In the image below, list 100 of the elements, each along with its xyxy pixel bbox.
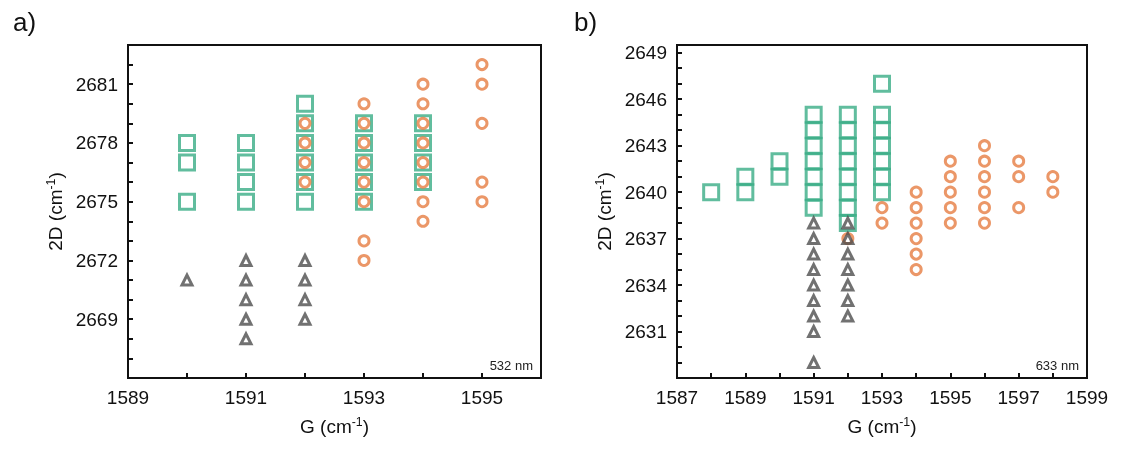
point: [841, 294, 855, 308]
y-tick-label: 2678: [75, 132, 118, 154]
point: [807, 356, 821, 370]
point: [357, 253, 371, 267]
x-tick-label: 1593: [342, 387, 386, 408]
point: [873, 183, 891, 202]
y-tick-label: 2672: [75, 249, 118, 271]
point: [875, 216, 889, 230]
point: [943, 185, 957, 199]
point: [807, 309, 821, 323]
point: [841, 263, 855, 277]
point: [1012, 201, 1026, 215]
chart-title: b): [574, 7, 598, 37]
y-tick-label: 2646: [624, 88, 667, 110]
point: [178, 153, 196, 172]
point: [807, 278, 821, 292]
point: [736, 183, 755, 202]
y-axis-title: 2D (cm-1): [592, 172, 615, 251]
point: [237, 173, 255, 192]
point: [978, 216, 991, 230]
point: [838, 105, 857, 124]
point: [909, 263, 923, 277]
point: [838, 152, 857, 171]
point: [1046, 185, 1060, 199]
point: [804, 105, 823, 124]
point: [838, 136, 857, 155]
point: [298, 253, 312, 267]
y-tick-label: 2631: [624, 321, 667, 343]
point: [978, 185, 991, 199]
point: [804, 183, 823, 202]
point: [875, 201, 889, 215]
point: [298, 312, 312, 326]
chart-title: a): [13, 7, 37, 37]
point: [770, 152, 789, 171]
point: [943, 170, 957, 184]
point: [416, 77, 430, 91]
point: [838, 183, 857, 202]
point: [357, 97, 371, 111]
point: [298, 293, 312, 307]
y-tick-label: 2637: [624, 228, 667, 250]
y-tick-label: 2634: [624, 274, 668, 296]
point: [296, 192, 314, 211]
point: [804, 167, 823, 186]
point: [807, 216, 821, 230]
point: [838, 198, 857, 217]
x-tick-label: 1595: [460, 387, 504, 408]
point: [909, 216, 923, 230]
point: [237, 192, 255, 211]
point: [239, 253, 253, 267]
y-tick-label: 2675: [75, 191, 118, 213]
x-tick-label: 1593: [860, 387, 904, 408]
point: [804, 152, 823, 171]
x-tick-label: 1589: [106, 387, 150, 408]
point: [873, 74, 891, 93]
point: [873, 152, 891, 171]
point: [239, 273, 253, 287]
point: [873, 136, 891, 155]
point: [237, 153, 255, 172]
x-tick-label: 1589: [724, 387, 767, 408]
point: [873, 105, 891, 124]
point: [475, 195, 489, 209]
point: [807, 232, 821, 246]
point: [873, 167, 891, 186]
point: [909, 232, 923, 246]
y-axis-title: 2D (cm-1): [43, 172, 66, 251]
point: [475, 77, 489, 91]
point: [736, 167, 755, 186]
x-tick-label: 1599: [1065, 387, 1109, 408]
y-tick-label: 2669: [75, 308, 118, 330]
point: [804, 198, 823, 217]
point: [841, 278, 855, 292]
point: [770, 167, 789, 186]
point: [838, 167, 857, 186]
point: [943, 216, 957, 230]
y-tick-label: 2640: [624, 181, 667, 203]
point: [416, 97, 430, 111]
point: [807, 263, 821, 277]
point: [416, 214, 430, 228]
x-tick-label: 1591: [792, 387, 835, 408]
point: [239, 332, 253, 346]
point: [239, 312, 253, 326]
point: [943, 154, 957, 168]
x-tick-label: 1587: [655, 387, 699, 408]
y-tick-label: 2649: [624, 42, 667, 64]
point: [978, 154, 991, 168]
point: [237, 133, 255, 152]
point: [838, 121, 857, 140]
point: [807, 247, 821, 261]
point: [807, 294, 821, 308]
point: [909, 247, 923, 261]
point: [475, 175, 489, 189]
point: [702, 183, 721, 202]
point: [357, 234, 371, 248]
point: [1046, 170, 1060, 184]
point: [1012, 154, 1026, 168]
point: [178, 192, 196, 211]
point: [943, 201, 957, 215]
point: [475, 116, 489, 130]
point: [978, 139, 991, 153]
x-tick-label: 1595: [929, 387, 972, 408]
